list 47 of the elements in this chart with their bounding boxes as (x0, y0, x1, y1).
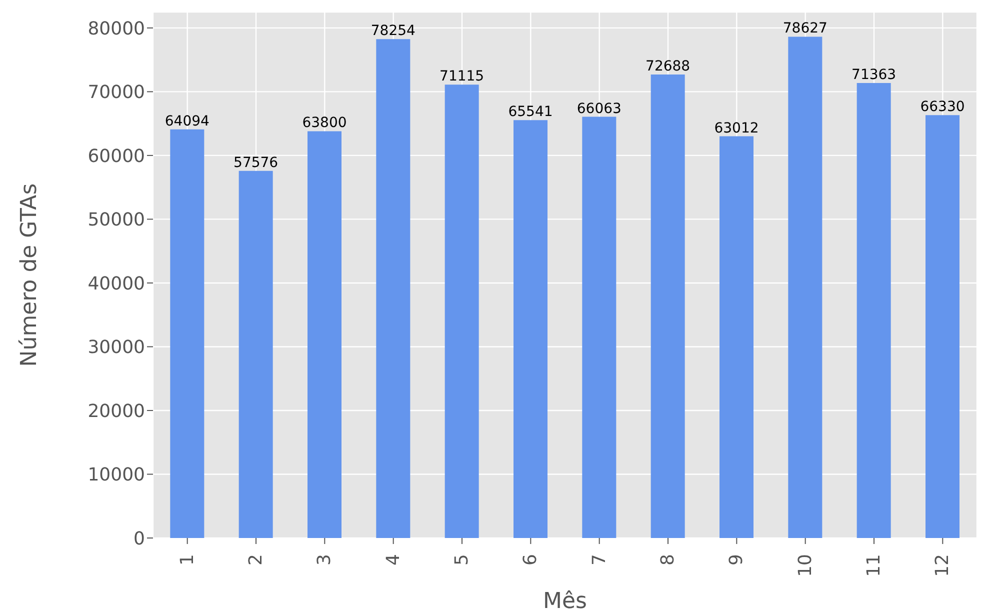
bar (514, 120, 548, 538)
y-tick-label: 20000 (88, 400, 145, 422)
x-tick-label: 5 (452, 554, 472, 566)
x-tick-label: 1 (176, 554, 198, 566)
y-tick-label: 50000 (88, 210, 145, 231)
x-tick-label: 12 (932, 554, 954, 577)
bar (582, 116, 616, 538)
bar (238, 170, 273, 538)
x-tick-label: 10 (794, 554, 816, 577)
data-label: 57576 (234, 154, 278, 171)
x-tick-label: 7 (588, 554, 610, 566)
x-tick-label: 3 (314, 554, 336, 566)
data-label: 63800 (302, 115, 347, 132)
data-label: 72688 (646, 58, 690, 75)
bar (376, 39, 410, 538)
bar (444, 84, 479, 538)
y-tick-label: 70000 (88, 82, 145, 104)
y-tick-label: 10000 (88, 464, 145, 486)
bar (308, 131, 342, 538)
data-label: 78254 (370, 23, 416, 40)
y-tick-label: 80000 (88, 18, 145, 40)
y-tick-label: 30000 (88, 337, 145, 358)
bar (170, 129, 204, 538)
x-tick-label: 11 (864, 554, 884, 577)
bar (856, 83, 891, 538)
data-label: 65541 (508, 104, 553, 120)
x-tick-label: 8 (658, 554, 678, 566)
x-tick-label: 4 (382, 554, 404, 566)
bar (650, 74, 685, 538)
data-label: 64094 (164, 113, 210, 130)
bar (788, 36, 822, 538)
data-label: 66330 (920, 99, 965, 116)
y-tick-label: 0 (134, 528, 145, 550)
bar (720, 136, 754, 538)
data-label: 71115 (440, 68, 484, 85)
data-label: 63012 (714, 120, 759, 136)
y-tick-label: 60000 (88, 146, 145, 167)
data-label: 71363 (852, 67, 896, 84)
x-tick-label: 9 (726, 554, 748, 566)
data-label: 66063 (576, 100, 622, 117)
x-tick-label: 6 (520, 554, 542, 566)
x-tick-label: 2 (246, 554, 266, 566)
data-label: 78627 (782, 20, 828, 37)
y-tick-label: 40000 (88, 273, 145, 294)
y-axis-title: Número de GTAs (16, 183, 42, 367)
bar (926, 115, 960, 538)
x-axis-title: Mês (543, 589, 587, 614)
